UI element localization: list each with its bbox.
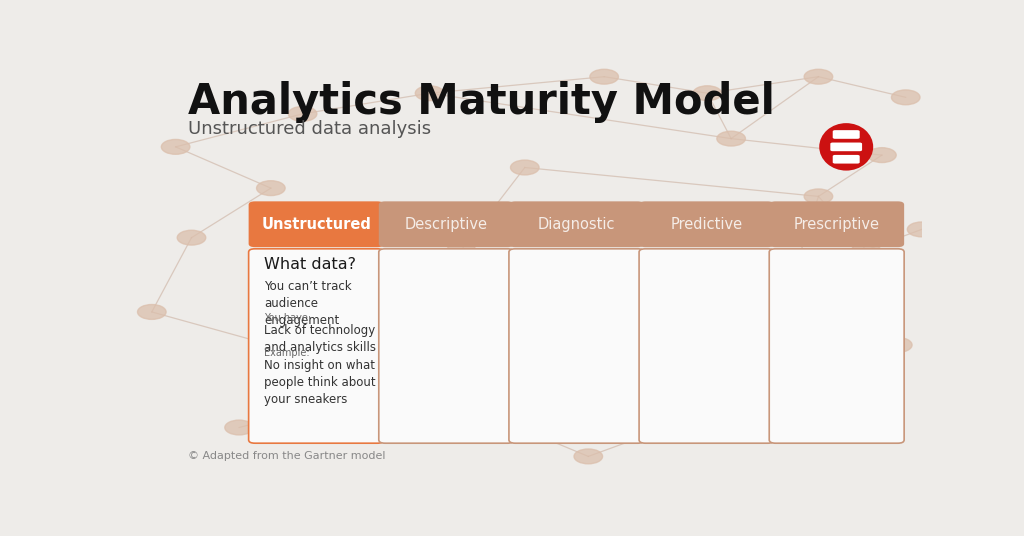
FancyBboxPatch shape: [769, 202, 904, 247]
Circle shape: [511, 160, 539, 175]
Circle shape: [765, 313, 793, 327]
FancyBboxPatch shape: [379, 202, 514, 247]
Text: Descriptive: Descriptive: [404, 217, 487, 232]
Text: Lack of technology
and analytics skills: Lack of technology and analytics skills: [264, 324, 377, 354]
FancyBboxPatch shape: [769, 249, 904, 443]
Circle shape: [812, 408, 841, 422]
Circle shape: [447, 243, 475, 257]
FancyBboxPatch shape: [249, 249, 384, 443]
Text: Unstructured data analysis: Unstructured data analysis: [187, 120, 431, 138]
Text: What data?: What data?: [264, 257, 356, 272]
Text: No insight on what
people think about
your sneakers: No insight on what people think about yo…: [264, 359, 376, 406]
Text: Prescriptive: Prescriptive: [794, 217, 880, 232]
FancyBboxPatch shape: [830, 143, 862, 151]
Circle shape: [162, 139, 189, 154]
Circle shape: [709, 367, 737, 381]
Circle shape: [907, 222, 936, 237]
FancyBboxPatch shape: [639, 249, 774, 443]
Circle shape: [693, 86, 722, 101]
FancyBboxPatch shape: [379, 249, 514, 443]
Circle shape: [574, 449, 602, 464]
Circle shape: [289, 107, 316, 121]
Circle shape: [717, 131, 745, 146]
FancyBboxPatch shape: [639, 202, 774, 247]
Circle shape: [416, 86, 443, 101]
Circle shape: [352, 387, 380, 402]
Circle shape: [257, 338, 285, 352]
Text: Analytics Maturity Model: Analytics Maturity Model: [187, 81, 774, 123]
Circle shape: [137, 304, 166, 319]
Circle shape: [804, 189, 833, 204]
Text: Diagnostic: Diagnostic: [538, 217, 615, 232]
Circle shape: [495, 416, 523, 431]
Circle shape: [804, 69, 833, 84]
FancyBboxPatch shape: [833, 155, 860, 163]
FancyBboxPatch shape: [509, 249, 644, 443]
Text: Predictive: Predictive: [671, 217, 742, 232]
Circle shape: [852, 243, 881, 257]
Ellipse shape: [819, 123, 873, 170]
Circle shape: [177, 230, 206, 245]
Circle shape: [653, 420, 682, 435]
Text: © Adapted from the Gartner model: © Adapted from the Gartner model: [187, 451, 385, 460]
FancyBboxPatch shape: [833, 130, 860, 139]
Circle shape: [257, 181, 285, 196]
Text: You have:: You have:: [264, 313, 311, 323]
Text: Unstructured: Unstructured: [261, 217, 371, 232]
Circle shape: [590, 69, 618, 84]
Text: You can’t track
audience
engagement: You can’t track audience engagement: [264, 280, 352, 327]
FancyBboxPatch shape: [249, 202, 384, 247]
Circle shape: [884, 338, 912, 352]
Circle shape: [225, 420, 253, 435]
Circle shape: [892, 90, 920, 105]
Text: Example:: Example:: [264, 348, 310, 358]
Circle shape: [867, 148, 896, 162]
FancyBboxPatch shape: [509, 202, 644, 247]
